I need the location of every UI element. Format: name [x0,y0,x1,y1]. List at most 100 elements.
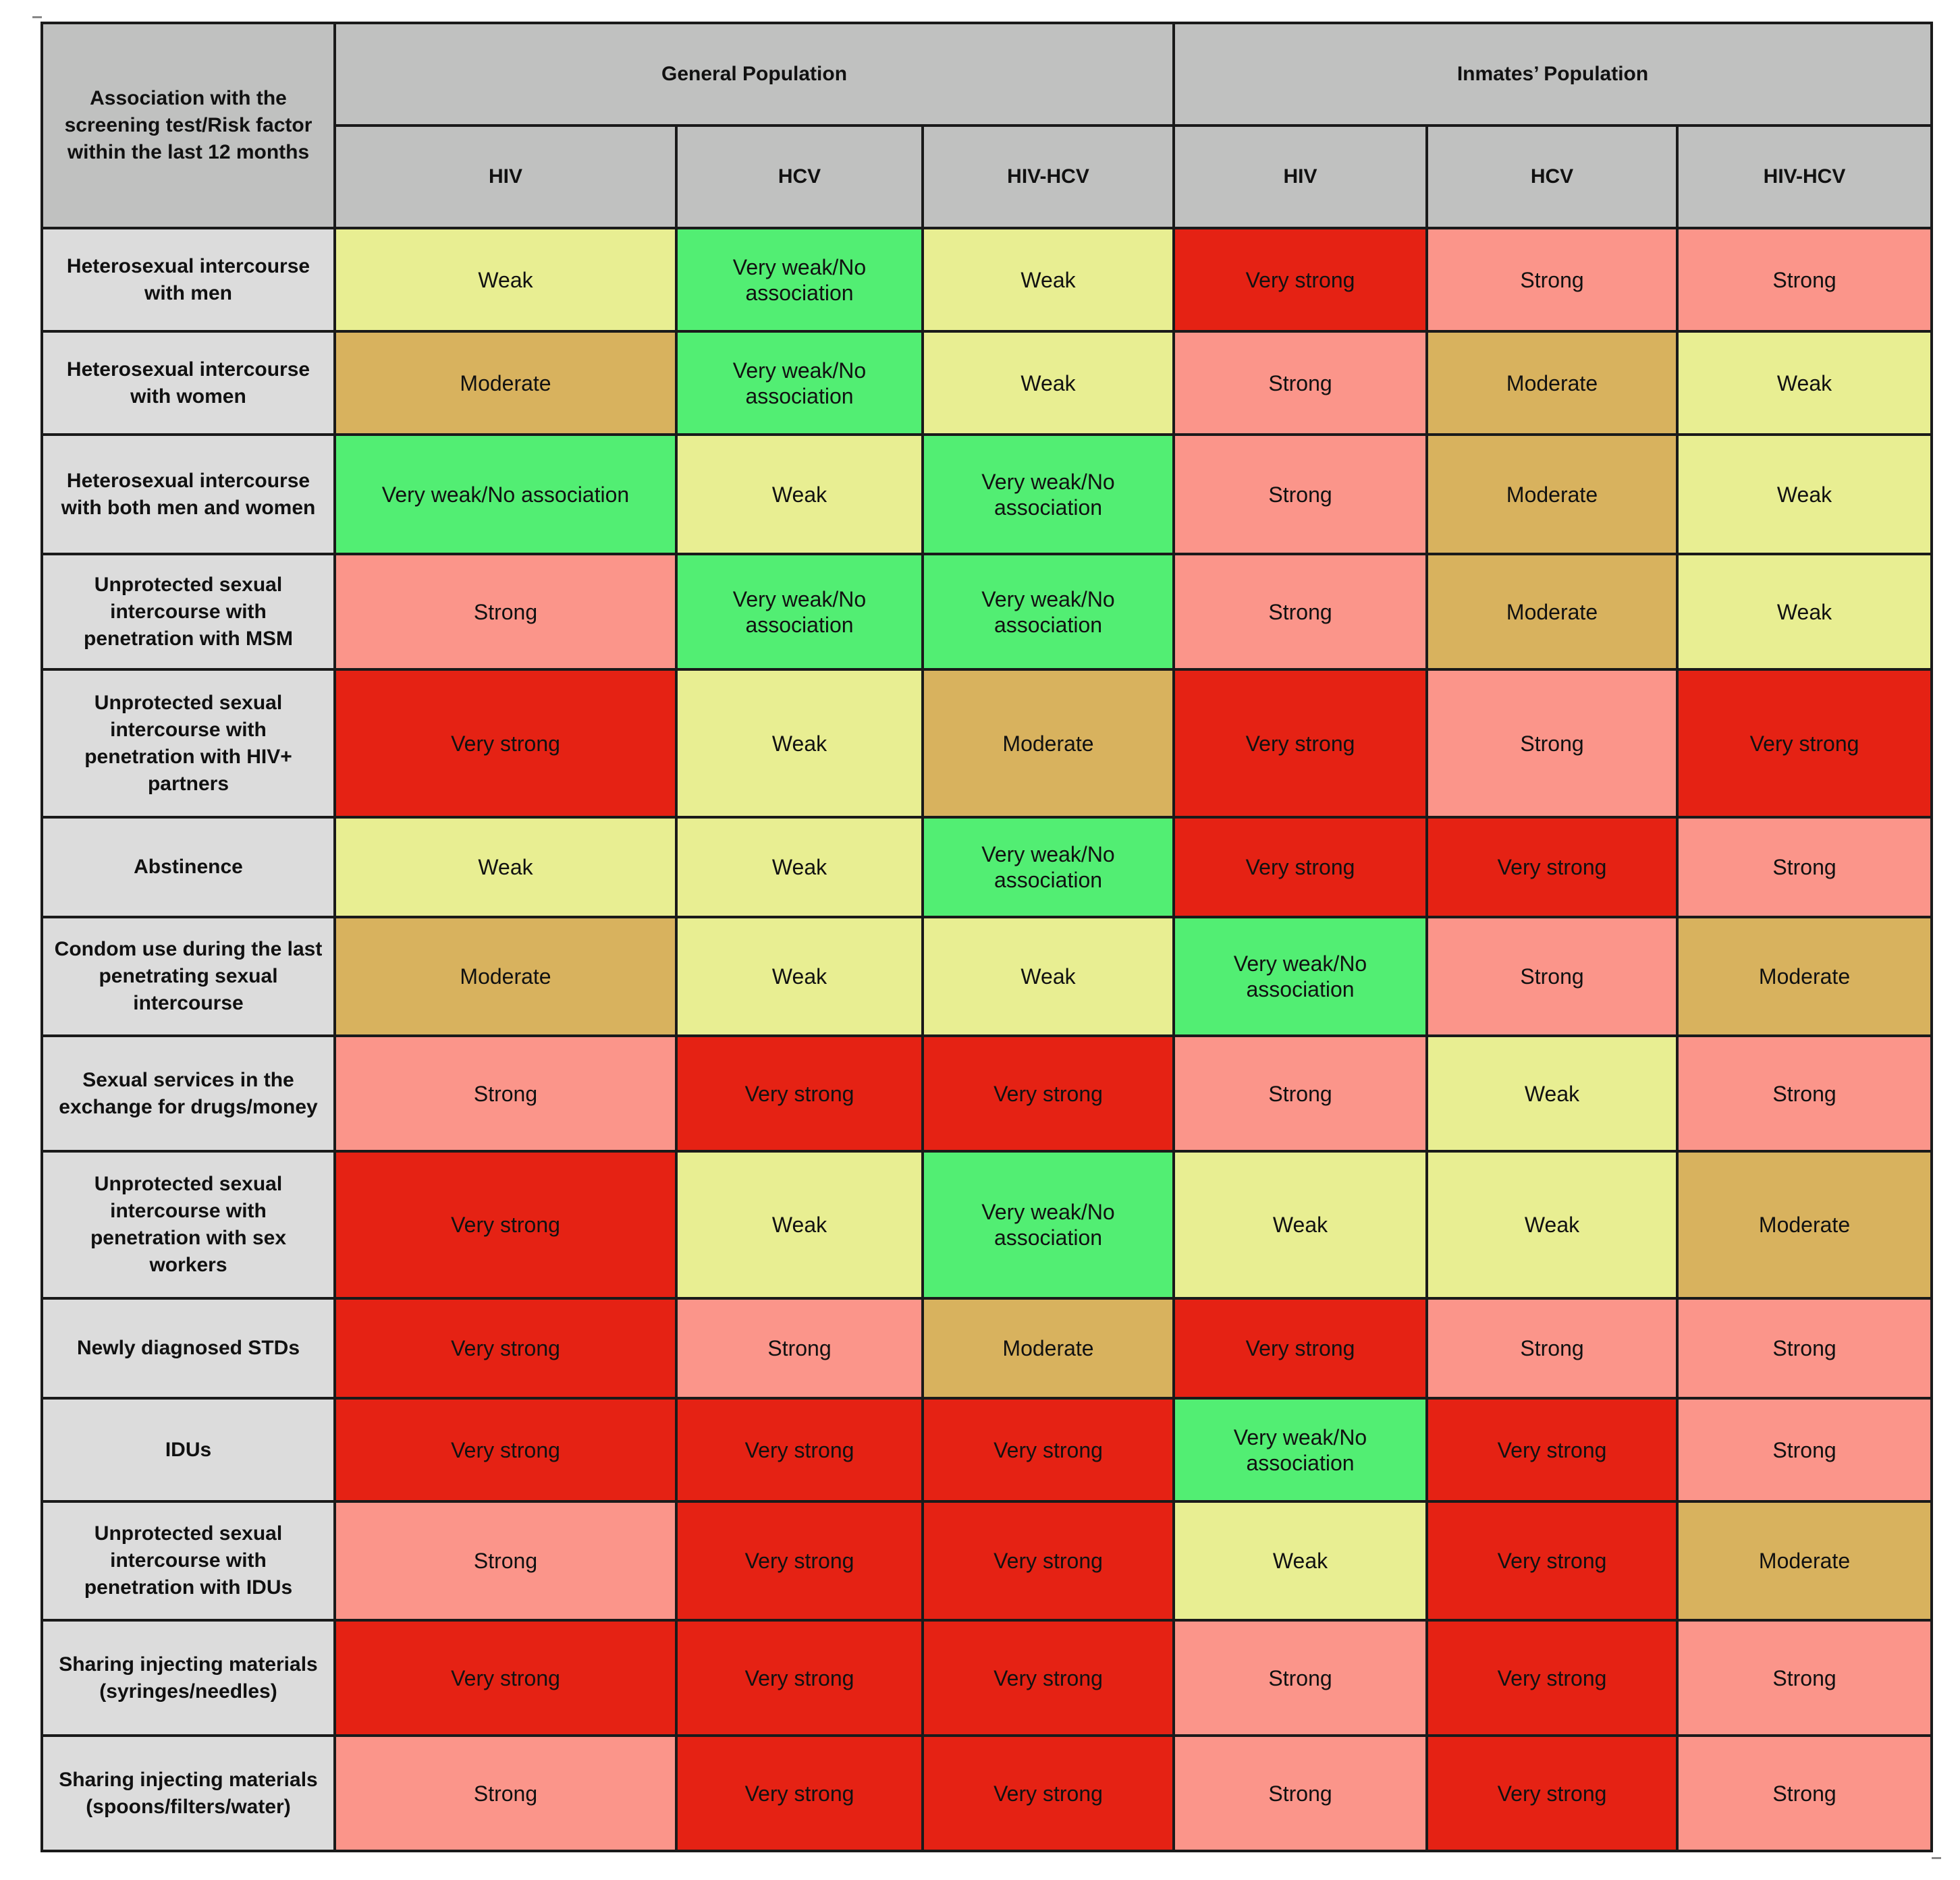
association-cell: Weak [1172,1150,1429,1300]
association-cell: Very weak/No association [921,816,1176,918]
table-row: IDUs Very strong Very strong Very strong Ver… [40,1397,1934,1503]
association-cell: Weak [1676,433,1934,555]
col-header-general-hiv-hcv: HIV-HCV [921,124,1176,229]
association-cell: Weak [1676,553,1934,671]
association-cell: Strong [675,1297,924,1400]
association-cell: Very strong [1425,1397,1679,1503]
association-cell: Very strong [675,1034,924,1153]
table-body: Heterosexual intercourse with men Weak Ver… [40,227,1934,1852]
corner-mark-bottom-right [1932,1857,1941,1859]
table-row: Unprotected sexual intercourse with pene… [40,1150,1934,1300]
association-cell: Very strong [1425,1619,1679,1737]
association-cell: Moderate [333,330,678,436]
association-cell: Weak [921,916,1176,1037]
association-cell: Very strong [1172,227,1429,333]
association-cell: Very strong [675,1500,924,1622]
association-cell: Weak [675,1150,924,1300]
association-cell: Weak [1676,330,1934,436]
association-cell: Weak [333,227,678,333]
table-row: Sharing injecting materials (syringes/ne… [40,1619,1934,1737]
association-cell: Moderate [333,916,678,1037]
row-label: Heterosexual intercourse with both men a… [40,433,336,555]
header-row-columns: HIV HCV HIV-HCV HIV HCV HIV-HCV [42,124,1934,229]
row-label: Unprotected sexual intercourse with pene… [40,668,336,819]
col-header-inmates-hcv: HCV [1425,124,1679,229]
association-cell: Weak [333,816,678,918]
row-label: IDUs [40,1397,336,1503]
association-cell: Very weak/No association [1172,1397,1429,1503]
association-cell: Strong [1676,816,1934,918]
group-header-inmates: Inmates’ Population [1172,22,1934,127]
table-row: Newly diagnosed STDs Very strong Strong Mod… [40,1297,1934,1400]
row-label: Unprotected sexual intercourse with pene… [40,1500,336,1622]
header-row-groups: Association with the screening test/Risk… [40,22,1934,229]
association-cell: Strong [333,553,678,671]
association-cell: Very strong [675,1734,924,1852]
association-cell: Strong [1676,1034,1934,1153]
table-row: Sexual services in the exchange for drug… [40,1034,1934,1153]
table-row: Unprotected sexual intercourse with pene… [40,1500,1934,1622]
association-cell: Weak [675,816,924,918]
association-cell: Strong [1172,1734,1429,1852]
association-cell: Strong [333,1500,678,1622]
association-cell: Strong [1676,1397,1934,1503]
row-label: Condom use during the last penetrating s… [40,916,336,1037]
association-cell: Very strong [921,1619,1176,1737]
row-label: Abstinence [40,816,336,918]
association-cell: Very strong [675,1619,924,1737]
row-label: Heterosexual intercourse with women [40,330,336,436]
association-cell: Weak [675,668,924,819]
col-header-inmates-hiv-hcv: HIV-HCV [1676,124,1934,229]
row-label: Sharing injecting materials (spoons/filt… [40,1734,336,1852]
col-header-inmates-hiv: HIV [1172,124,1429,229]
association-cell: Strong [1172,1034,1429,1153]
row-label: Newly diagnosed STDs [40,1297,336,1400]
row-label: Unprotected sexual intercourse with pene… [40,553,336,671]
row-label: Unprotected sexual intercourse with pene… [40,1150,336,1300]
association-cell: Very weak/No association [921,553,1176,671]
association-cell: Moderate [1425,553,1679,671]
association-cell: Moderate [1676,916,1934,1037]
group-header-general: General Population [333,22,1176,127]
association-cell: Strong [333,1734,678,1852]
association-cell: Moderate [1425,433,1679,555]
association-cell: Strong [1425,916,1679,1037]
table-row: Unprotected sexual intercourse with pene… [40,668,1934,819]
association-cell: Moderate [921,668,1176,819]
association-cell: Strong [333,1034,678,1153]
association-cell: Strong [1172,553,1429,671]
association-cell: Weak [1425,1150,1679,1300]
association-cell: Very strong [1676,668,1934,819]
table-row: Unprotected sexual intercourse with pene… [40,553,1934,671]
association-cell: Strong [1425,1297,1679,1400]
association-cell: Moderate [921,1297,1176,1400]
table-row: Sharing injecting materials (spoons/filt… [40,1734,1934,1852]
association-cell: Very strong [1425,1734,1679,1852]
association-table: Association with the screening test/Risk… [40,22,1934,1852]
association-cell: Very weak/No association [1172,916,1429,1037]
association-cell: Weak [921,330,1176,436]
association-cell: Strong [1676,1619,1934,1737]
association-cell: Moderate [1676,1500,1934,1622]
association-cell: Very strong [1172,1297,1429,1400]
association-cell: Very strong [333,1150,678,1300]
association-cell: Very strong [921,1734,1176,1852]
association-cell: Very strong [921,1397,1176,1503]
table-row: Heterosexual intercourse with both men a… [40,433,1934,555]
association-cell: Strong [1425,227,1679,333]
association-cell: Very strong [1425,816,1679,918]
association-cell: Very weak/No association [675,330,924,436]
association-cell: Weak [1425,1034,1679,1153]
table-row: Heterosexual intercourse with women Moder… [40,330,1934,436]
table-row: Condom use during the last penetrating s… [40,916,1934,1037]
association-cell: Very strong [1172,668,1429,819]
association-cell: Strong [1172,330,1429,436]
association-cell: Strong [1425,668,1679,819]
association-cell: Weak [1172,1500,1429,1622]
col-header-general-hcv: HCV [675,124,924,229]
association-cell: Very strong [333,1297,678,1400]
association-cell: Moderate [1676,1150,1934,1300]
association-cell: Very strong [333,668,678,819]
association-cell: Very weak/No association [333,433,678,555]
